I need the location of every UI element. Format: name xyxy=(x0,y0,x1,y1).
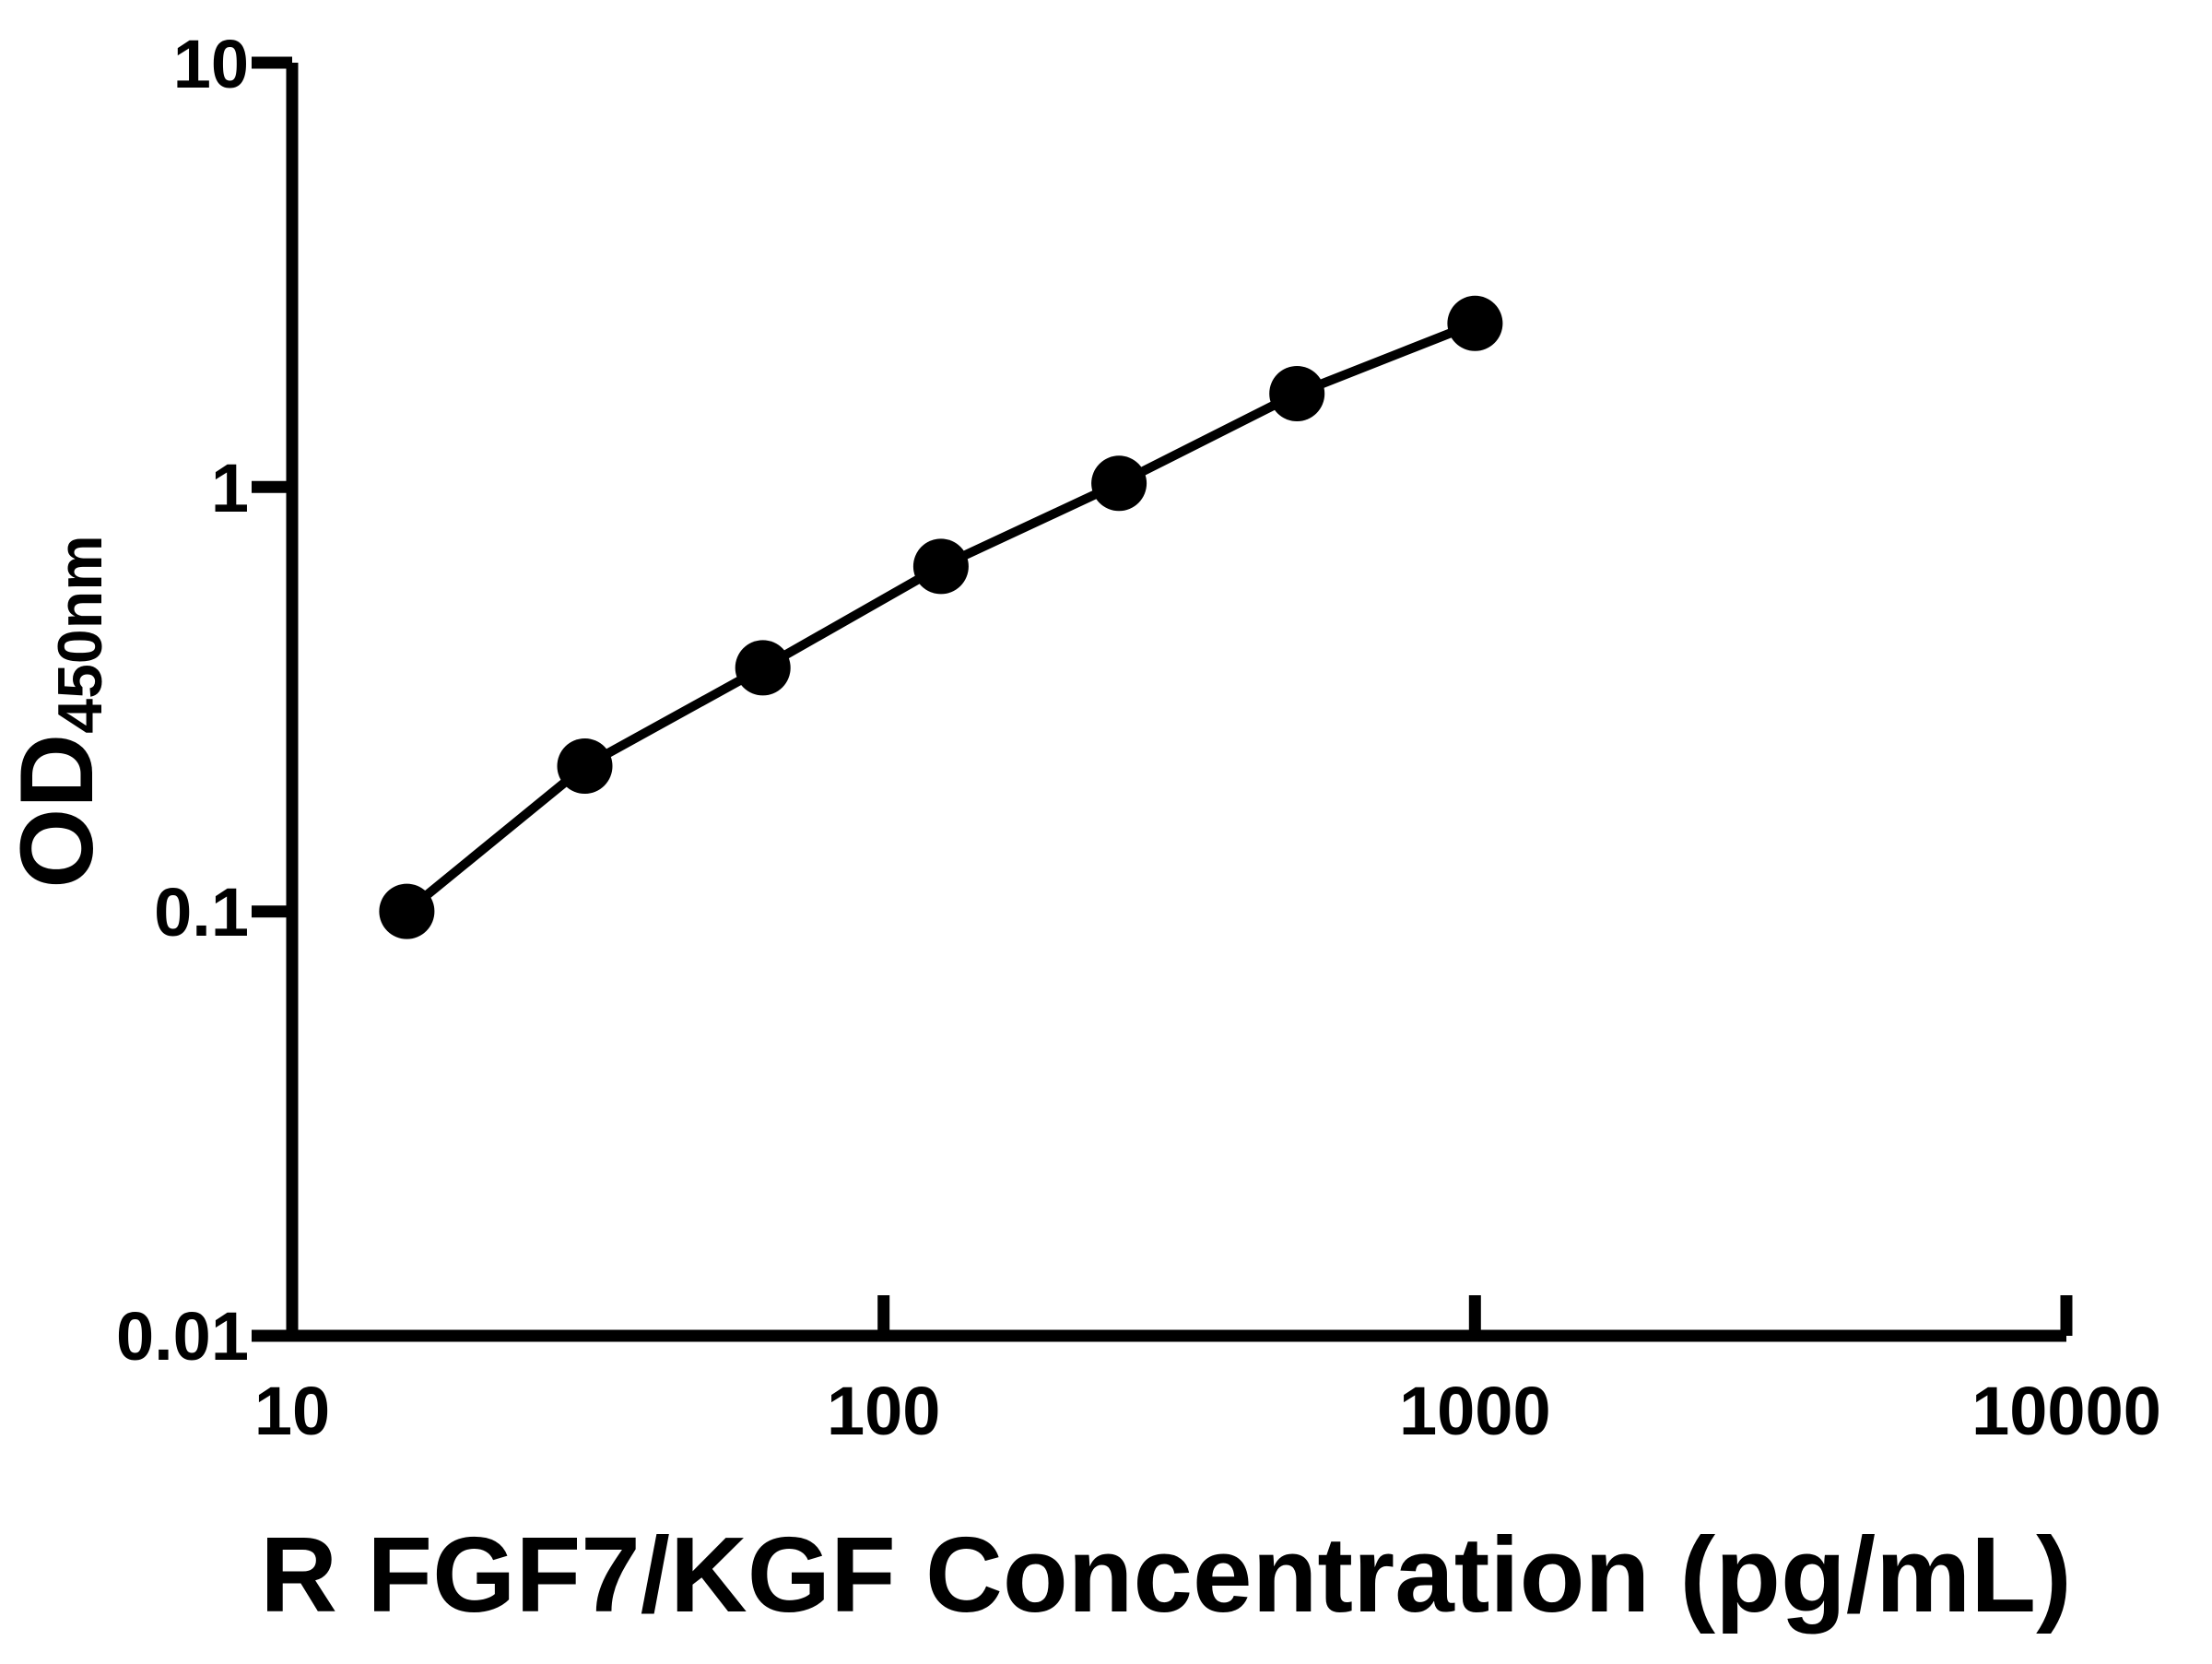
svg-text:1000: 1000 xyxy=(1399,1373,1551,1449)
svg-text:10: 10 xyxy=(254,1373,330,1449)
svg-text:0.01: 0.01 xyxy=(116,1298,249,1375)
svg-text:10000: 10000 xyxy=(1971,1373,2161,1449)
svg-text:0.1: 0.1 xyxy=(154,874,249,950)
svg-text:R FGF7/KGF Concentration (pg/m: R FGF7/KGF Concentration (pg/mL) xyxy=(260,1515,2071,1634)
svg-text:100: 100 xyxy=(827,1373,940,1449)
svg-text:OD450nm: OD450nm xyxy=(0,535,115,888)
svg-text:10: 10 xyxy=(173,26,249,102)
svg-text:1: 1 xyxy=(211,450,249,526)
